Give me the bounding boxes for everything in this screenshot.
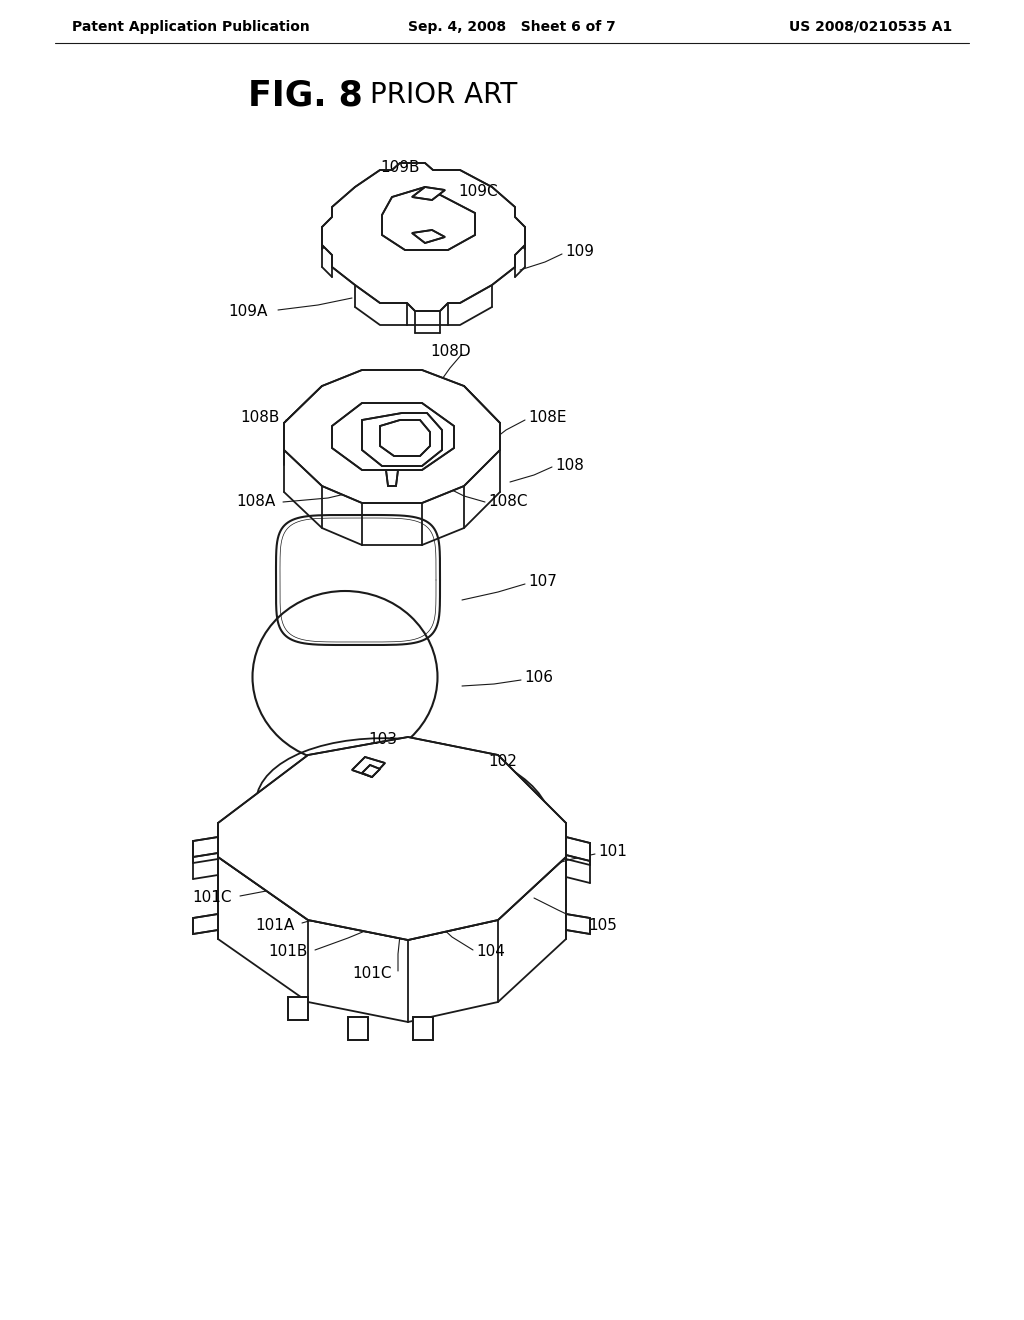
Text: 108A: 108A [236, 495, 275, 510]
Text: 109A: 109A [228, 305, 267, 319]
Polygon shape [413, 1016, 433, 1040]
Text: US 2008/0210535 A1: US 2008/0210535 A1 [788, 20, 952, 34]
Polygon shape [382, 187, 475, 249]
Text: 108B: 108B [240, 411, 280, 425]
Text: PRIOR ART: PRIOR ART [370, 81, 517, 110]
Polygon shape [348, 1016, 368, 1040]
Polygon shape [332, 403, 454, 470]
Polygon shape [352, 756, 385, 777]
Polygon shape [566, 837, 590, 861]
Text: 101: 101 [598, 845, 627, 859]
Text: 109C: 109C [458, 185, 498, 199]
Polygon shape [380, 420, 430, 455]
Text: 106: 106 [524, 671, 553, 685]
Polygon shape [412, 187, 445, 201]
Polygon shape [362, 766, 380, 777]
Text: 103: 103 [368, 733, 397, 747]
Polygon shape [193, 913, 218, 935]
Text: Sep. 4, 2008   Sheet 6 of 7: Sep. 4, 2008 Sheet 6 of 7 [409, 20, 615, 34]
Polygon shape [284, 370, 500, 503]
Text: 101B: 101B [268, 945, 307, 960]
Text: 109B: 109B [380, 161, 420, 176]
Text: Patent Application Publication: Patent Application Publication [72, 20, 309, 34]
Text: 108D: 108D [430, 345, 471, 359]
Text: 101C: 101C [352, 965, 391, 981]
Text: 101A: 101A [255, 917, 294, 932]
Text: 102: 102 [488, 755, 517, 770]
Text: 105: 105 [588, 917, 616, 932]
Polygon shape [386, 470, 398, 486]
Text: 108E: 108E [528, 411, 566, 425]
Polygon shape [566, 913, 590, 935]
Polygon shape [193, 837, 218, 857]
Text: 108C: 108C [488, 495, 527, 510]
Text: 109: 109 [565, 244, 594, 260]
Text: 101C: 101C [193, 891, 231, 906]
Text: FIG. 8: FIG. 8 [248, 78, 362, 112]
Text: 104: 104 [476, 945, 505, 960]
Polygon shape [362, 413, 442, 466]
Polygon shape [288, 997, 308, 1020]
Text: 108: 108 [555, 458, 584, 473]
Text: 107: 107 [528, 574, 557, 590]
Polygon shape [218, 737, 566, 940]
Polygon shape [412, 230, 445, 243]
Polygon shape [322, 162, 525, 312]
